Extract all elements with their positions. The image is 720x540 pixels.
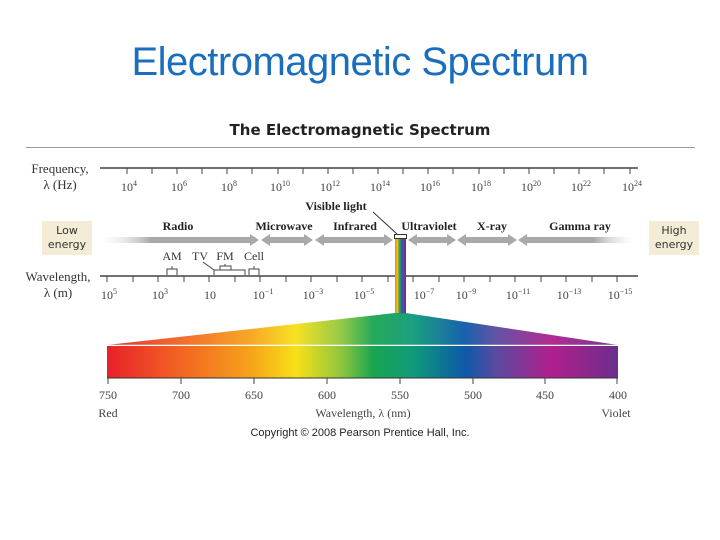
wl-tick-1e-15: 10−15: [607, 287, 633, 302]
freq-tick-1e14: 1014: [370, 179, 390, 194]
band-infrared: Infrared: [333, 219, 377, 233]
frequency-label-line1: Frequency,: [31, 161, 89, 176]
band-x-ray: X-ray: [477, 219, 507, 233]
band-microwave: Microwave: [255, 219, 313, 233]
wl-tick-1e3: 103: [152, 287, 168, 302]
wavelength-axis-label: Wavelength, λ (m): [18, 269, 98, 301]
freq-tick-1e4: 104: [121, 179, 137, 194]
red-label: Red: [98, 406, 118, 420]
low-energy-line2: energy: [47, 238, 87, 251]
nm-tick-550: 550: [391, 388, 409, 402]
high-energy-line1: High: [661, 224, 687, 237]
subband-am: AM: [162, 249, 182, 263]
high-energy-box: High energy: [649, 221, 699, 255]
wl-tick-1e5: 105: [101, 287, 117, 302]
wl-tick-1e-9: 10−9: [455, 287, 477, 302]
band-radio: Radio: [162, 219, 194, 233]
freq-tick-1e24: 1024: [622, 179, 642, 194]
nm-tick-700: 700: [172, 388, 190, 402]
copyright-notice: Copyright © 2008 Pearson Prentice Hall, …: [250, 427, 470, 439]
freq-tick-1e22: 1022: [571, 179, 591, 194]
band-visible-light: Visible light: [305, 199, 367, 213]
wl-tick-1e-11: 10−11: [505, 287, 531, 302]
wl-tick-1e-13: 10−13: [556, 287, 582, 302]
title-rule: [26, 147, 695, 148]
wl-tick-1e-3: 10−3: [302, 287, 324, 302]
high-energy-line2: energy: [654, 238, 694, 251]
nm-axis-label: Wavelength, λ (nm): [315, 406, 411, 420]
nm-tick-600: 600: [318, 388, 336, 402]
frequency-axis-label: Frequency, λ (Hz): [22, 161, 98, 193]
subband-cell: Cell: [244, 249, 264, 263]
figure-title: The Electromagnetic Spectrum: [229, 121, 491, 139]
nm-tick-750: 750: [99, 388, 117, 402]
freq-tick-1e6: 106: [171, 179, 187, 194]
frequency-label-line2: λ (Hz): [43, 177, 77, 192]
band-ultraviolet: Ultraviolet: [401, 219, 457, 233]
slide-title: Electromagnetic Spectrum: [131, 40, 589, 84]
freq-tick-1e8: 108: [221, 179, 237, 194]
low-energy-box: Low energy: [42, 221, 92, 255]
low-energy-line1: Low: [56, 224, 78, 237]
wl-tick-10: 10: [204, 288, 216, 302]
freq-tick-1e16: 1016: [420, 179, 440, 194]
freq-tick-1e20: 1020: [521, 179, 541, 194]
freq-tick-1e10: 1010: [270, 179, 290, 194]
freq-tick-1e12: 1012: [320, 179, 340, 194]
wavelength-label-line2: λ (m): [43, 285, 73, 300]
wl-tick-1e-7: 10−7: [413, 287, 435, 302]
freq-tick-1e18: 1018: [471, 179, 491, 194]
band-gamma-ray: Gamma ray: [549, 219, 611, 233]
nm-tick-450: 450: [536, 388, 554, 402]
subband-fm: FM: [216, 249, 234, 263]
wavelength-label-line1: Wavelength,: [25, 269, 91, 284]
nm-tick-650: 650: [245, 388, 263, 402]
wl-tick-1e-5: 10−5: [353, 287, 375, 302]
subband-tv: TV: [192, 249, 208, 263]
violet-label: Violet: [601, 406, 631, 420]
nm-tick-400: 400: [609, 388, 627, 402]
nm-tick-500: 500: [464, 388, 482, 402]
wl-tick-1e-1: 10−1: [252, 287, 274, 302]
